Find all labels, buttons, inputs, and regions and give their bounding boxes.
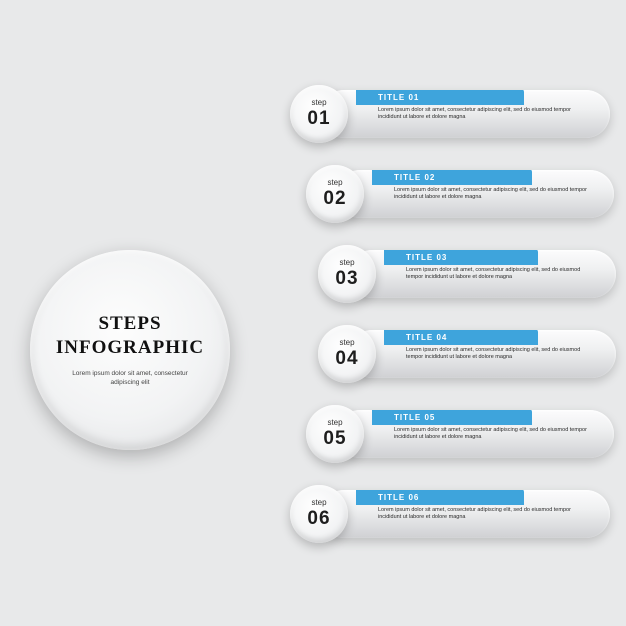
step-title-bar: TITLE 05: [372, 410, 532, 425]
step-01: TITLE 01 Lorem ipsum dolor sit amet, cons…: [290, 90, 610, 148]
step-title-label: TITLE 05: [394, 413, 435, 422]
step-title-label: TITLE 04: [406, 333, 447, 342]
step-title-bar: TITLE 03: [384, 250, 538, 265]
step-number: 05: [323, 428, 346, 450]
step-body-text: Lorem ipsum dolor sit amet, consectetur …: [394, 187, 602, 202]
step-02: TITLE 02 Lorem ipsum dolor sit amet, cons…: [306, 170, 614, 228]
step-body-text: Lorem ipsum dolor sit amet, consectetur …: [378, 507, 598, 522]
step-number: 02: [323, 188, 346, 210]
step-03: TITLE 03 Lorem ipsum dolor sit amet, cons…: [318, 250, 616, 308]
step-pill: TITLE 03 Lorem ipsum dolor sit amet, cons…: [348, 250, 616, 298]
main-subtitle: Lorem ipsum dolor sit amet, consectetur …: [63, 370, 198, 388]
step-title-bar: TITLE 01: [356, 90, 524, 105]
step-body-text: Lorem ipsum dolor sit amet, consectetur …: [406, 267, 604, 282]
step-word-label: step: [327, 418, 342, 427]
step-number-circle: step06: [290, 485, 348, 543]
main-heading: STEPS INFOGRAPHIC: [56, 312, 204, 360]
step-pill: TITLE 02 Lorem ipsum dolor sit amet, cons…: [336, 170, 614, 218]
heading-line-1: STEPS: [98, 313, 161, 334]
step-title-label: TITLE 01: [378, 93, 419, 102]
step-pill: TITLE 04 Lorem ipsum dolor sit amet, cons…: [348, 330, 616, 378]
step-title-label: TITLE 03: [406, 253, 447, 262]
step-pill: TITLE 01 Lorem ipsum dolor sit amet, cons…: [320, 90, 610, 138]
step-number-circle: step01: [290, 85, 348, 143]
step-title-bar: TITLE 04: [384, 330, 538, 345]
step-06: TITLE 06 Lorem ipsum dolor sit amet, cons…: [290, 490, 610, 548]
step-pill: TITLE 06 Lorem ipsum dolor sit amet, cons…: [320, 490, 610, 538]
step-04: TITLE 04 Lorem ipsum dolor sit amet, cons…: [318, 330, 616, 388]
step-word-label: step: [339, 338, 354, 347]
step-number-circle: step04: [318, 325, 376, 383]
step-word-label: step: [339, 258, 354, 267]
step-word-label: step: [311, 98, 326, 107]
step-number-circle: step05: [306, 405, 364, 463]
step-body-text: Lorem ipsum dolor sit amet, consectetur …: [406, 347, 604, 362]
step-title-bar: TITLE 06: [356, 490, 524, 505]
step-title-label: TITLE 02: [394, 173, 435, 182]
step-number: 03: [335, 268, 358, 290]
step-word-label: step: [327, 178, 342, 187]
step-pill: TITLE 05 Lorem ipsum dolor sit amet, cons…: [336, 410, 614, 458]
step-number: 04: [335, 348, 358, 370]
step-title-bar: TITLE 02: [372, 170, 532, 185]
step-title-label: TITLE 06: [378, 493, 419, 502]
step-body-text: Lorem ipsum dolor sit amet, consectetur …: [378, 107, 598, 122]
step-number: 06: [307, 508, 330, 530]
step-body-text: Lorem ipsum dolor sit amet, consectetur …: [394, 427, 602, 442]
main-title-circle: STEPS INFOGRAPHIC Lorem ipsum dolor sit …: [30, 250, 230, 450]
step-05: TITLE 05 Lorem ipsum dolor sit amet, cons…: [306, 410, 614, 468]
step-number: 01: [307, 108, 330, 130]
step-number-circle: step03: [318, 245, 376, 303]
step-number-circle: step02: [306, 165, 364, 223]
step-word-label: step: [311, 498, 326, 507]
heading-line-2: INFOGRAPHIC: [56, 337, 204, 358]
